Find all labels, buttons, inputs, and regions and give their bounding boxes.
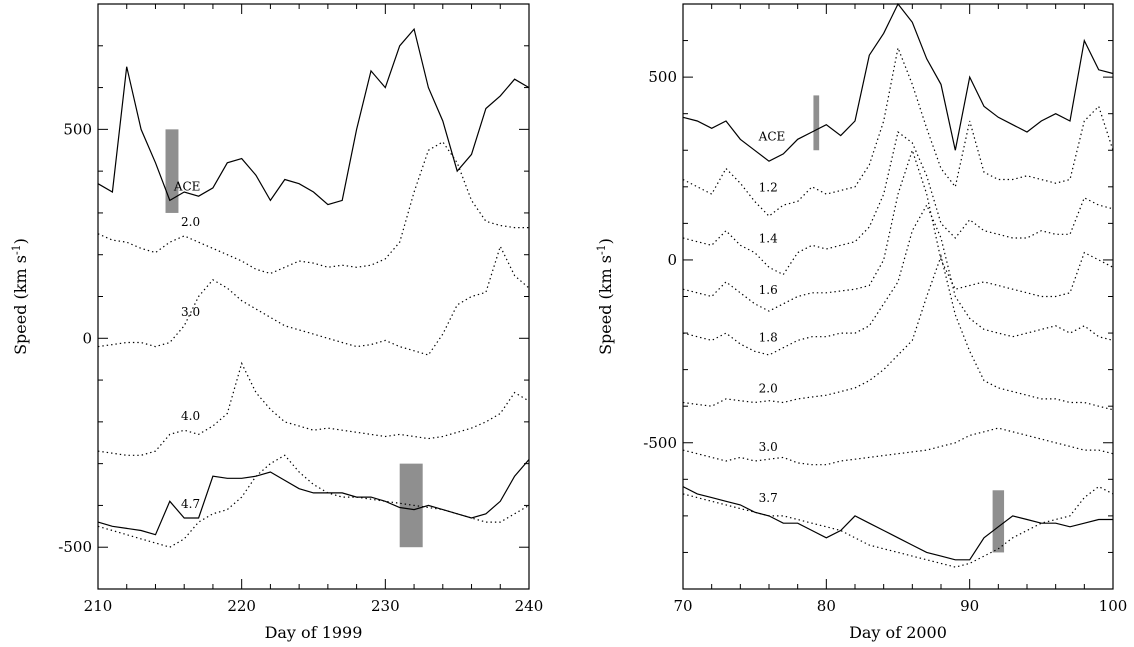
series-line-2-8 xyxy=(682,486,1113,561)
series-line-1-5 xyxy=(97,459,530,536)
series-line-2-7 xyxy=(682,427,1114,466)
x-tick-label-1: 210 xyxy=(84,597,113,615)
x-axis-label-2: Day of 2000 xyxy=(849,623,947,642)
series-label-2-8: 3.7 xyxy=(759,491,778,505)
series-line-2-9 xyxy=(682,485,1114,568)
y-axis-label-2: Speed (km s-1) xyxy=(595,238,615,355)
series-label-1-1: ACE xyxy=(173,179,201,193)
series-label-2-4: 1.6 xyxy=(759,283,778,297)
y-tick-label-1: -500 xyxy=(58,538,92,556)
y-tick-label-2: 500 xyxy=(648,68,677,86)
x-tick-label-1: 220 xyxy=(227,597,256,615)
series-line-2-6 xyxy=(682,254,1114,411)
series-label-1-4: 4.0 xyxy=(181,409,200,423)
y-tick-label-1: 0 xyxy=(82,329,92,347)
series-line-1-4 xyxy=(97,361,530,456)
x-axis-label-1: Day of 1999 xyxy=(265,623,363,642)
y-axis-label-1: Speed (km s-1) xyxy=(10,238,30,355)
series-label-2-6: 2.0 xyxy=(759,382,778,396)
series-label-2-1: ACE xyxy=(758,129,786,143)
series-line-1-1 xyxy=(97,27,530,206)
y-tick-label-1: 500 xyxy=(63,120,92,138)
shaded-region-2-2 xyxy=(992,490,1005,553)
plot-frame-1 xyxy=(97,3,530,590)
series-label-2-3: 1.4 xyxy=(759,232,778,246)
series-line-2-1 xyxy=(682,2,1114,162)
x-tick-label-2: 80 xyxy=(817,597,836,615)
series-label-2-2: 1.2 xyxy=(759,180,778,194)
shaded-region-2-1 xyxy=(813,95,820,151)
series-label-1-3: 3.0 xyxy=(181,305,200,319)
x-tick-label-1: 240 xyxy=(515,597,544,615)
x-tick-label-2: 70 xyxy=(673,597,692,615)
series-label-1-5: 4.7 xyxy=(181,497,200,511)
y-tick-label-2: 0 xyxy=(667,251,677,269)
series-label-1-2: 2.0 xyxy=(181,215,200,229)
shaded-region-1-1 xyxy=(165,129,179,213)
series-line-2-4 xyxy=(682,148,1114,312)
x-tick-label-2: 100 xyxy=(1099,597,1128,615)
series-line-2-3 xyxy=(682,130,1114,276)
shaded-region-1-2 xyxy=(399,463,423,548)
x-tick-label-1: 230 xyxy=(371,597,400,615)
series-line-2-5 xyxy=(682,203,1114,356)
x-tick-label-2: 90 xyxy=(960,597,979,615)
series-label-2-5: 1.8 xyxy=(759,330,778,344)
series-line-1-6 xyxy=(97,454,530,548)
series-line-1-2 xyxy=(97,141,529,275)
series-label-2-7: 3.0 xyxy=(759,440,778,454)
plot-frame-2 xyxy=(682,3,1114,590)
y-tick-label-2: -500 xyxy=(643,434,677,452)
